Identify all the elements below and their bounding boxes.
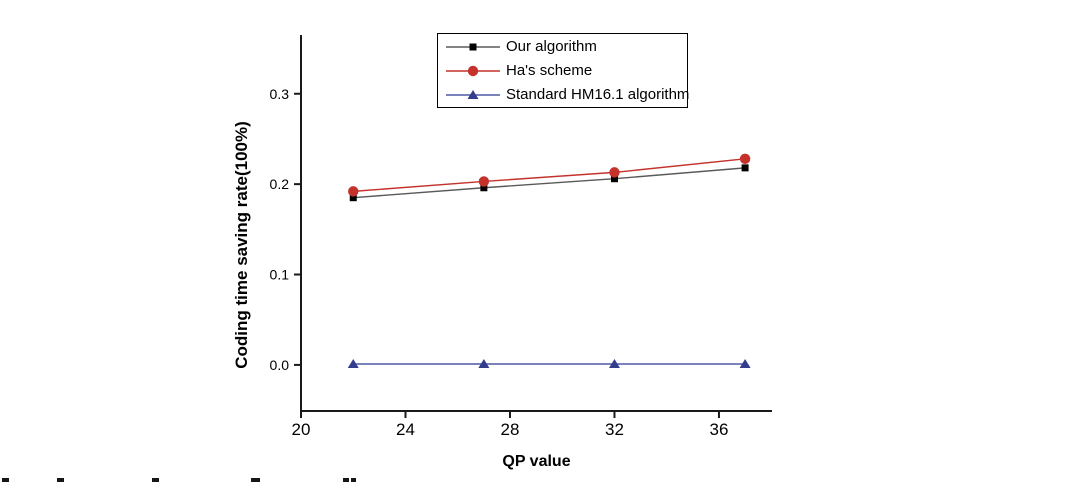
legend-label: Our algorithm (506, 38, 597, 55)
data-point-marker (469, 43, 477, 50)
data-point-marker (739, 359, 751, 368)
x-tick-label: 36 (710, 420, 729, 439)
legend-label: Ha's scheme (506, 62, 593, 79)
clipped-caption-fragment (0, 478, 420, 490)
y-axis-title: Coding time saving rate(100%) (232, 121, 251, 369)
data-point-marker (741, 164, 749, 172)
square-legend-marker-icon (446, 43, 500, 50)
y-tick-label: 0.0 (270, 357, 290, 373)
x-tick-label: 20 (292, 420, 311, 439)
clipped-text-mark (57, 478, 64, 482)
legend-item: Our algorithm (438, 35, 687, 58)
legend-label: Standard HM16.1 algorithm (506, 86, 690, 103)
series-line (353, 158, 746, 193)
legend-item: Ha's scheme (438, 59, 687, 82)
data-point-marker (478, 359, 490, 368)
data-point-marker (609, 167, 620, 178)
data-point-marker (348, 186, 359, 197)
data-point-marker (347, 359, 359, 368)
x-tick-label: 28 (501, 420, 520, 439)
x-tick-label: 32 (605, 420, 624, 439)
clipped-text-mark (351, 478, 356, 482)
data-point-marker (467, 89, 479, 99)
y-tick-label: 0.2 (270, 176, 290, 192)
x-axis-title: QP value (502, 453, 570, 470)
series-line (353, 167, 746, 199)
data-point-marker (480, 184, 488, 192)
chart-legend: Our algorithm Ha's scheme Standard HM16.1 … (437, 33, 690, 108)
circle-legend-marker-icon (446, 65, 500, 76)
clipped-text-mark (251, 478, 260, 482)
data-point-marker (739, 153, 751, 165)
data-point-marker (610, 175, 618, 183)
legend-item: Standard HM16.1 algorithm (438, 83, 690, 106)
y-tick-label: 0.3 (270, 86, 290, 102)
data-point-marker (478, 176, 490, 187)
data-point-marker (608, 359, 620, 368)
clipped-text-mark (152, 478, 159, 482)
data-point-marker (349, 194, 357, 202)
clipped-text-mark (2, 478, 9, 482)
data-point-marker (467, 65, 479, 76)
x-tick-label: 24 (396, 420, 415, 439)
y-tick-label: 0.1 (270, 267, 290, 283)
clipped-text-mark (343, 478, 349, 482)
triangle-legend-marker-icon (446, 89, 500, 99)
